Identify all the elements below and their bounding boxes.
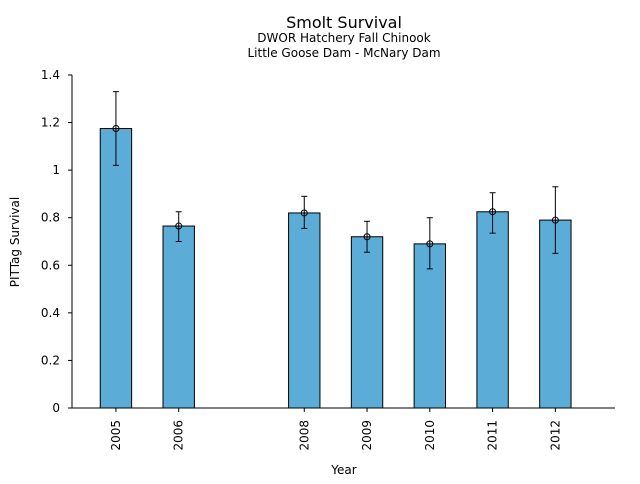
point-marker-2010 bbox=[426, 240, 434, 248]
y-tick-label: 1.2 bbox=[41, 116, 60, 130]
y-tick-label: 0.2 bbox=[41, 353, 60, 367]
x-tick-label: 2006 bbox=[172, 420, 186, 451]
error-bars-layer bbox=[112, 91, 559, 270]
x-tick-label: 2010 bbox=[423, 420, 437, 451]
y-tick-label: 0.6 bbox=[41, 258, 60, 272]
y-tick-label: 0 bbox=[52, 401, 60, 415]
x-tick-label: 2011 bbox=[486, 420, 500, 451]
bars-layer bbox=[99, 128, 572, 409]
chart-title: Smolt Survival bbox=[286, 13, 402, 32]
x-ticks-layer: 2005 2006 2008 2009 2010 2011 2012 bbox=[109, 408, 562, 451]
point-marker-2005 bbox=[112, 125, 120, 133]
x-tick-label: 2012 bbox=[548, 420, 562, 451]
x-tick-label: 2005 bbox=[109, 420, 123, 451]
bar-2011 bbox=[476, 211, 509, 409]
bar-2006 bbox=[162, 225, 195, 409]
x-tick-label: 2009 bbox=[360, 420, 374, 451]
y-tick-label: 1 bbox=[52, 163, 60, 177]
y-axis-label: PITTag Survival bbox=[8, 197, 22, 287]
point-marker-2012 bbox=[551, 216, 559, 224]
x-axis-label: Year bbox=[330, 463, 356, 477]
x-tick-label: 2008 bbox=[297, 420, 311, 451]
bar-2010 bbox=[413, 243, 447, 409]
chart-subtitle-line-2: Little Goose Dam - McNary Dam bbox=[247, 46, 440, 60]
point-marker-2011 bbox=[489, 208, 497, 216]
bar-2005 bbox=[99, 128, 133, 409]
y-ticks-layer: 0 0.2 0.4 0.6 0.8 1 1.2 1.4 bbox=[41, 68, 72, 415]
bar-2008 bbox=[288, 212, 321, 409]
point-marker-2009 bbox=[363, 233, 371, 241]
y-tick-label: 1.4 bbox=[41, 68, 60, 82]
chart-subtitle-line-1: DWOR Hatchery Fall Chinook bbox=[257, 31, 430, 45]
point-marker-2008 bbox=[300, 209, 308, 217]
bar-2009 bbox=[350, 236, 384, 409]
y-tick-label: 0.4 bbox=[41, 306, 60, 320]
y-tick-label: 0.8 bbox=[41, 211, 60, 225]
point-marker-2006 bbox=[175, 222, 183, 230]
